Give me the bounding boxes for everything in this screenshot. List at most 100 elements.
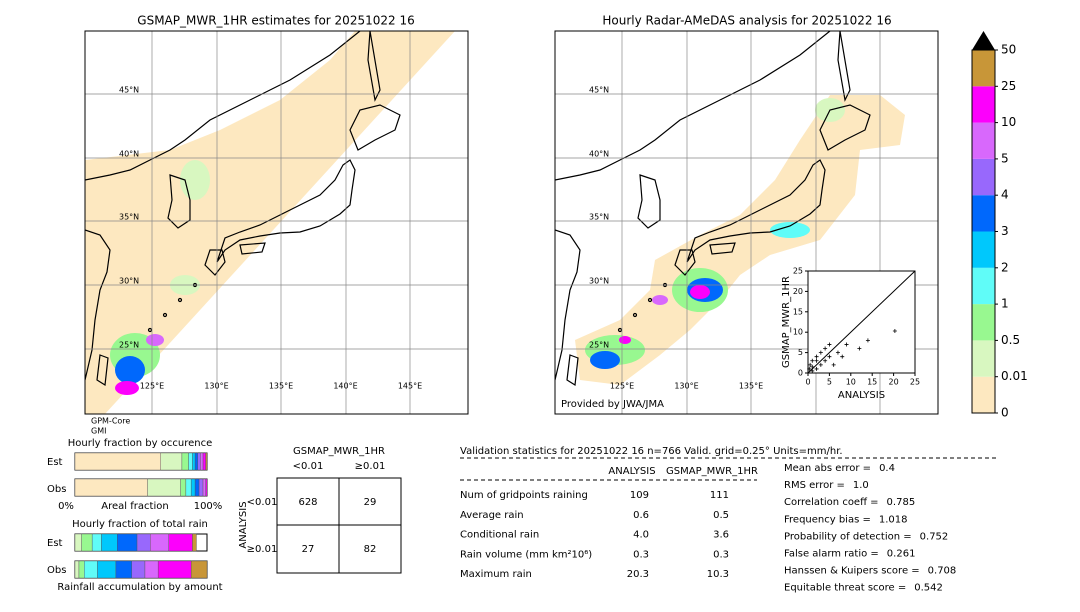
colorbar-segment <box>972 50 995 87</box>
axis-label: 100% <box>194 501 223 512</box>
lon-label: 130°E <box>674 382 698 391</box>
scatter-point <box>810 364 815 369</box>
score-value: 0.542 <box>914 583 943 594</box>
bar-segment <box>190 560 208 579</box>
row-label: <0.01 <box>247 497 278 508</box>
lon-label: 135°E <box>269 382 293 391</box>
bar-segment <box>101 533 118 552</box>
scatter-point <box>840 354 845 359</box>
scatter-point <box>892 328 897 333</box>
bar-segment <box>197 452 201 471</box>
map-title: Hourly Radar-AMeDAS analysis for 2025102… <box>602 14 891 28</box>
x-tick-label: 15 <box>867 378 877 387</box>
score-label: Probability of detection = <box>784 531 912 542</box>
bar-segment <box>136 533 151 552</box>
lat-label: 25°N <box>119 341 139 350</box>
colorbar-label: 1 <box>1001 297 1009 311</box>
stat-value: 0.3 <box>633 549 649 560</box>
colorbar-label: 2 <box>1001 260 1009 274</box>
row-label: ≥0.01 <box>247 544 278 555</box>
map-frame <box>84 30 469 415</box>
rain <box>115 381 139 395</box>
y-tick-label: 10 <box>793 328 803 337</box>
lat-label: 30°N <box>119 277 139 286</box>
y-tick-label: 5 <box>798 348 803 357</box>
scatter-point <box>807 366 812 371</box>
scatter-point <box>865 338 870 343</box>
row-label: Est <box>47 538 63 549</box>
colorbar-segment <box>972 195 995 232</box>
rain <box>590 351 620 369</box>
scatter-point <box>844 342 849 347</box>
bar-segment <box>74 560 80 579</box>
colorbar-segment <box>972 86 995 123</box>
row-label: Conditional rain <box>460 530 539 541</box>
grid <box>85 31 468 414</box>
bar-segment <box>150 533 169 552</box>
scatter-point <box>814 354 819 359</box>
row-axis: ANALYSIS <box>238 501 249 548</box>
cell: 82 <box>364 544 377 555</box>
score-value: 0.4 <box>879 463 895 474</box>
stat-value: 0.6 <box>633 510 649 521</box>
left-map <box>85 31 468 414</box>
score-label: Equitable threat score = <box>784 583 906 594</box>
colorbar-label: 50 <box>1001 43 1016 57</box>
lon-label: 145°E <box>398 382 422 391</box>
scatter-point <box>857 346 862 351</box>
bar-segment <box>168 533 193 552</box>
bar-segment <box>81 533 93 552</box>
bar-segment <box>202 478 206 497</box>
bar-segment <box>115 560 132 579</box>
colorbar-segment <box>972 340 995 377</box>
x-tick-label: 0 <box>805 378 810 387</box>
score-value: 0.708 <box>928 566 957 577</box>
column-header: ANALYSIS <box>608 466 655 477</box>
map-title: GSMAP_MWR_1HR estimates for 20251022 16 <box>137 14 414 28</box>
bar-segment <box>78 560 85 579</box>
bar-segment <box>74 478 148 497</box>
bar-segment <box>91 533 102 552</box>
grid <box>555 31 938 414</box>
lat-label: 30°N <box>589 277 609 286</box>
scatter-point <box>827 342 832 347</box>
lon-label: 135°E <box>739 382 763 391</box>
scatter-point <box>808 362 813 367</box>
lat-label: 40°N <box>119 150 139 159</box>
credit: Provided by JWA/JMA <box>561 399 664 410</box>
y-tick-label: 0 <box>798 369 803 378</box>
column-label: ≥0.01 <box>355 461 386 472</box>
lat-label: 35°N <box>589 213 609 222</box>
bar-segment <box>97 560 117 579</box>
stat-value: 111 <box>710 490 729 501</box>
bar-segment <box>205 478 208 497</box>
axis-label: Areal fraction <box>101 501 168 512</box>
colorbar-segment <box>972 122 995 159</box>
scatter-point <box>823 346 828 351</box>
cell: 29 <box>364 497 377 508</box>
scatter-point <box>814 366 819 371</box>
x-tick-label: 10 <box>846 378 856 387</box>
x-tick-label: 25 <box>910 378 920 387</box>
rain <box>652 295 668 305</box>
bar-segment <box>160 452 183 471</box>
bar-segment <box>194 452 198 471</box>
bar-segment <box>74 452 162 471</box>
colorbar-segment <box>972 304 995 341</box>
score-label: Correlation coeff = <box>784 497 879 508</box>
scatter-point <box>818 350 823 355</box>
bar-segment <box>192 533 197 552</box>
row-label: Est <box>47 457 63 468</box>
colorbar-segment <box>972 267 995 305</box>
bar-segment <box>205 452 208 471</box>
scatter-point <box>827 354 832 359</box>
row-label: Obs <box>47 484 66 495</box>
scatter-point <box>818 362 823 367</box>
colorbar-label: 0 <box>1001 406 1009 420</box>
swath <box>85 31 455 414</box>
x-tick-label: 5 <box>827 378 832 387</box>
row-label: Num of gridpoints raining <box>460 490 588 501</box>
colorbar-segment <box>972 231 995 268</box>
stat-value: 10.3 <box>707 569 729 580</box>
